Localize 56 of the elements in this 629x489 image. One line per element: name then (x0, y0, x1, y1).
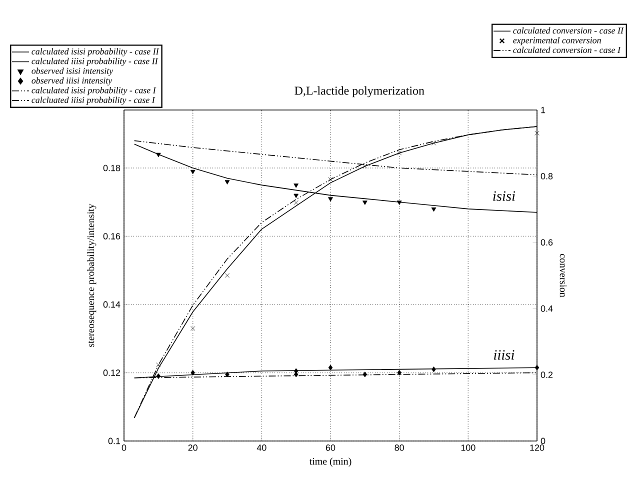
point (224, 273, 230, 278)
y2-tick-label: 0 (540, 438, 546, 444)
legend-label: calculated isisi probability - case II (32, 48, 160, 56)
point (328, 364, 333, 370)
x-tick-label: 60 (326, 444, 336, 451)
point (396, 200, 402, 205)
legend-label: observed iiisi intensity (32, 77, 112, 86)
point (294, 184, 299, 188)
legend-label: calcluated iiisi probability - case I (32, 96, 156, 105)
y2-tick-label: 0.8 (540, 173, 553, 180)
legend-label: calculated conversion - case II (513, 27, 624, 34)
point (362, 164, 368, 169)
point (190, 326, 196, 331)
chart-title: D,L-lactide polymerization (294, 86, 424, 98)
point (190, 170, 196, 174)
y-tick-label: 0.1 (108, 438, 120, 444)
point (362, 200, 368, 205)
y-tick-label: 0.18 (103, 164, 120, 172)
x-tick-label: 100 (461, 444, 476, 451)
point (431, 207, 436, 212)
legend-label: experimental conversion (513, 37, 601, 46)
point (294, 200, 298, 205)
legend-label: calculated iiisi probability - case II (32, 58, 158, 66)
x-axis-title: time (min) (309, 458, 352, 467)
y2-axis-title: conversion (560, 254, 567, 298)
point (156, 373, 161, 379)
point (224, 180, 230, 184)
point (225, 372, 230, 378)
point (156, 152, 161, 158)
legend-label: calculated conversion - case I (513, 46, 621, 54)
point (397, 150, 402, 156)
x-tick-label: 40 (256, 444, 266, 451)
point (362, 372, 368, 378)
x-tick-label: 20 (188, 444, 198, 451)
point (328, 177, 333, 182)
legend-label: calculated isisi probability - case I (32, 86, 156, 96)
x-tick-label: 80 (394, 444, 404, 451)
point (156, 362, 161, 368)
point (294, 194, 299, 198)
x-tick-label: 120 (530, 444, 544, 451)
annotation: isisi (493, 191, 516, 201)
point (431, 140, 436, 146)
y2-tick-label: 0.6 (540, 239, 553, 246)
y2-tick-label: 0.4 (540, 305, 553, 312)
y-tick-label: 0.12 (103, 370, 120, 376)
legend-label: observed isisi intensity (32, 68, 114, 76)
y2-tick-label: 0.2 (540, 372, 553, 378)
annotation: iiisi (494, 350, 514, 360)
y2-tick-label: 1 (541, 106, 546, 114)
y-tick-label: 0.14 (103, 301, 120, 308)
y-tick-label: 0.16 (103, 233, 120, 240)
point (328, 197, 333, 202)
x-tick-label: 0 (122, 444, 126, 451)
y-axis-title: stereosequence probability/intensity (87, 204, 96, 347)
point (432, 366, 436, 372)
point (534, 130, 540, 136)
